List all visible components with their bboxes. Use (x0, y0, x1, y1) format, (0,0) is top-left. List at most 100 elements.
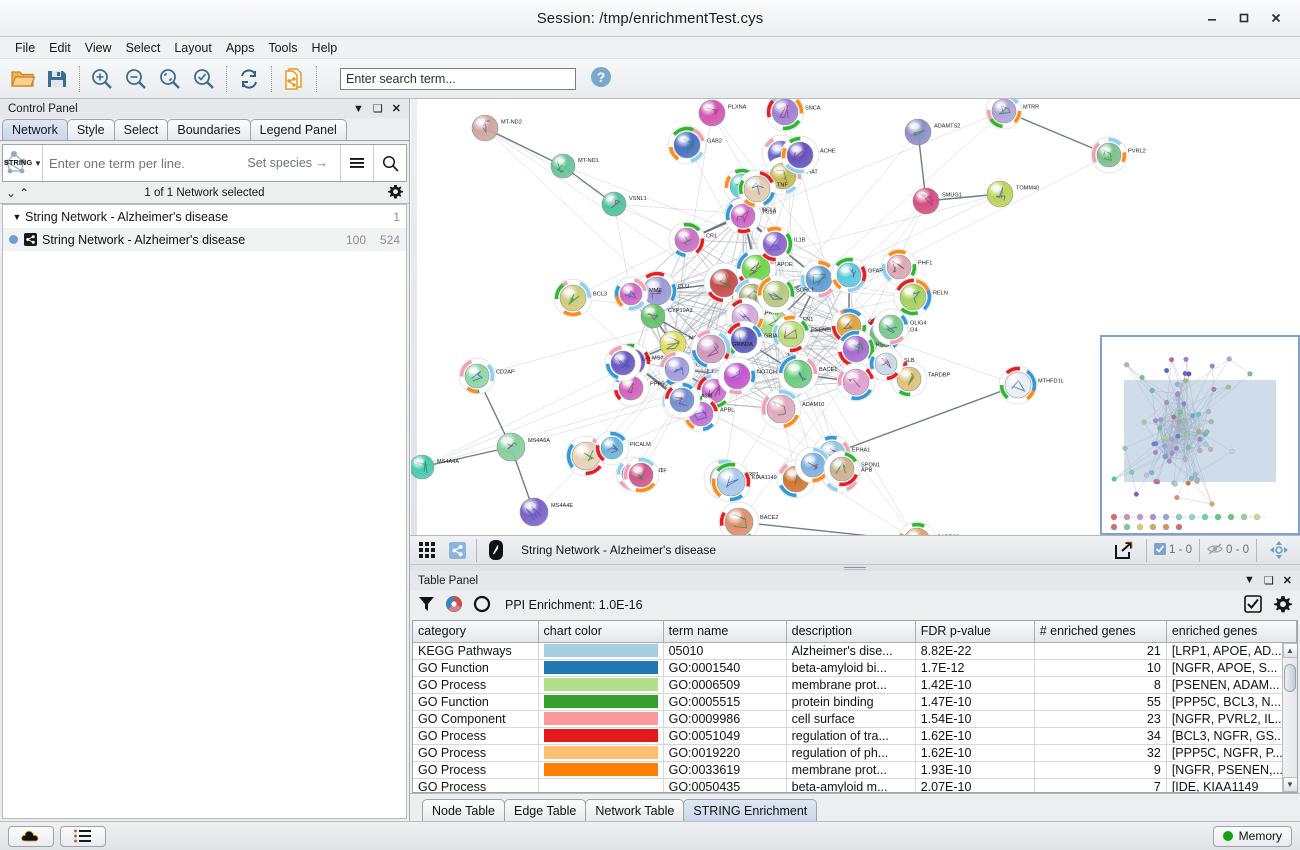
node-sphere[interactable] (698, 99, 726, 127)
network-node[interactable]: ADAMTS2 (904, 118, 960, 146)
node-sphere[interactable] (724, 507, 754, 535)
network-node[interactable]: GFAP (830, 256, 883, 294)
menu-apps[interactable]: Apps (225, 40, 255, 55)
network-node[interactable]: MPO (794, 446, 845, 484)
node-sphere[interactable] (762, 231, 788, 257)
network-node[interactable]: BACE1 (777, 353, 837, 395)
table-panel-dropdown-icon[interactable]: ▼ (1244, 574, 1255, 586)
node-sphere[interactable] (783, 359, 813, 389)
col-description[interactable]: description (786, 621, 916, 643)
tab-string-enrichment[interactable]: STRING Enrichment (683, 799, 818, 821)
expand-all-icon[interactable]: ⌃ (19, 185, 30, 200)
string-dropdown-caret-icon[interactable]: ▼ (34, 158, 42, 168)
network-node[interactable]: NOTCH1 (717, 356, 780, 396)
tab-node-table[interactable]: Node Table (422, 799, 506, 821)
enrichment-table-body[interactable]: KEGG Pathways 05010 Alzheimer's dise... 8.8… (413, 642, 1297, 792)
memory-button[interactable]: Memory (1212, 825, 1292, 847)
scrollbar-thumb[interactable] (1284, 663, 1296, 692)
network-node[interactable]: MTRR (985, 99, 1039, 130)
network-node[interactable]: OLIG4 (872, 308, 926, 346)
tab-network-table[interactable]: Network Table (585, 799, 685, 821)
help-icon[interactable]: ? (590, 66, 612, 91)
network-node[interactable]: CDT (658, 350, 708, 388)
network-node[interactable]: TNF (737, 169, 788, 209)
node-sphere[interactable] (771, 99, 799, 126)
panel-close-icon[interactable]: ✕ (391, 103, 401, 115)
select-all-checkbox-icon[interactable] (1244, 594, 1262, 616)
node-sphere[interactable] (886, 254, 912, 280)
node-sphere[interactable] (912, 187, 940, 215)
node-sphere[interactable] (1096, 142, 1122, 168)
network-node[interactable]: KIAA1149 (710, 461, 777, 503)
string-logo-icon[interactable]: STRING ▼ (3, 145, 43, 181)
network-left-handle[interactable] (411, 99, 417, 535)
col-chart-color[interactable]: chart color (538, 621, 664, 643)
col-category[interactable]: category (413, 621, 539, 643)
network-node[interactable]: SNCA (765, 99, 821, 132)
network-node[interactable]: SORL1 (756, 274, 814, 314)
maximize-button[interactable] (1228, 4, 1260, 32)
minimize-button[interactable] (1196, 4, 1228, 32)
tab-boundaries[interactable]: Boundaries (167, 119, 251, 140)
node-sphere[interactable] (411, 454, 435, 480)
network-node[interactable]: CYP19A1 (640, 303, 693, 329)
network-node[interactable]: CADPS2 (898, 521, 959, 535)
network-nodes[interactable]: MT-ND2 MT-ND1 VSNL1 CD2AP MS4A4A MS4A6A MS4A4E… (411, 99, 1146, 535)
table-row[interactable]: GO Component GO:0009986 cell surface 1.54E-… (413, 710, 1297, 728)
network-canvas[interactable]: MT-ND2 MT-ND1 VSNL1 CD2AP MS4A4A MS4A6A MS4A4E… (410, 99, 1300, 535)
panel-float-icon[interactable]: ❑ (372, 103, 383, 115)
col-enriched-count[interactable]: # enriched genes (1034, 621, 1167, 643)
panel-dropdown-icon[interactable]: ▼ (353, 102, 364, 115)
node-sphere[interactable] (836, 262, 862, 288)
list-icon[interactable] (60, 825, 106, 847)
node-sphere[interactable] (628, 462, 654, 488)
table-row[interactable]: GO Process GO:0051049 regulation of tra...… (413, 727, 1297, 745)
table-row[interactable]: GO Function GO:0005515 protein binding 1.47… (413, 693, 1297, 711)
network-node[interactable]: MS4A6A (496, 432, 550, 462)
network-node[interactable]: VSNL1 (601, 191, 647, 217)
menu-view[interactable]: View (84, 40, 112, 55)
node-sphere[interactable] (991, 99, 1017, 124)
network-node[interactable]: PICALM (594, 430, 651, 466)
hidden-nodes-eye-icon[interactable] (1207, 543, 1223, 558)
network-settings-gear-icon[interactable] (388, 184, 403, 202)
tab-edge-table[interactable]: Edge Table (504, 799, 587, 821)
string-term-input[interactable] (43, 145, 248, 181)
network-node[interactable]: TOMM40 (986, 180, 1039, 208)
node-sphere[interactable] (640, 303, 666, 329)
open-session-icon[interactable] (6, 63, 40, 95)
node-sphere[interactable] (669, 387, 695, 413)
zoom-selected-icon[interactable] (187, 63, 221, 95)
network-node[interactable]: RELN (893, 277, 948, 317)
birds-eye-view[interactable] (1100, 335, 1300, 535)
network-node[interactable]: PSCA (836, 329, 892, 369)
network-node[interactable]: MTHFD1L (998, 365, 1064, 405)
network-graph[interactable]: MT-ND2 MT-ND1 VSNL1 CD2AP MS4A4A MS4A6A MS4A4E… (411, 99, 1300, 535)
new-network-icon[interactable] (277, 63, 311, 95)
tree-row-root[interactable]: ▼ String Network - Alzheimer's disease 1 (3, 205, 406, 228)
network-node[interactable]: GAB2 (667, 125, 722, 165)
network-node[interactable]: SLB (868, 346, 915, 382)
table-row[interactable]: GO Process GO:0006509 membrane prot... 1.42… (413, 676, 1297, 694)
table-settings-gear-icon[interactable] (1274, 595, 1292, 616)
table-row[interactable]: GO Function GO:0001540 beta-amyloid bi... 1… (413, 659, 1297, 677)
close-button[interactable] (1260, 4, 1292, 32)
col-enriched-genes[interactable]: enriched genes (1166, 621, 1297, 643)
node-sphere[interactable] (743, 175, 771, 203)
node-sphere[interactable] (471, 114, 499, 142)
color-palette-icon[interactable] (445, 595, 463, 616)
export-icon[interactable] (1109, 538, 1139, 563)
network-node[interactable]: SMUG1 (912, 187, 962, 215)
birds-eye-viewport[interactable] (1123, 380, 1277, 483)
table-row[interactable]: GO Process GO:0019220 regulation of ph... 1… (413, 744, 1297, 762)
cloud-icon[interactable] (8, 825, 54, 847)
node-sphere[interactable] (673, 131, 701, 159)
share-network-icon[interactable] (442, 538, 472, 563)
network-node[interactable]: CD2AP (458, 357, 515, 395)
menu-edit[interactable]: Edit (49, 40, 71, 55)
node-sphere[interactable] (766, 394, 796, 424)
center-view-icon[interactable] (1264, 538, 1294, 563)
search-input[interactable] (340, 67, 576, 90)
donut-chart-icon[interactable] (473, 595, 491, 616)
col-fdr-pvalue[interactable]: FDR p-value (915, 621, 1035, 643)
